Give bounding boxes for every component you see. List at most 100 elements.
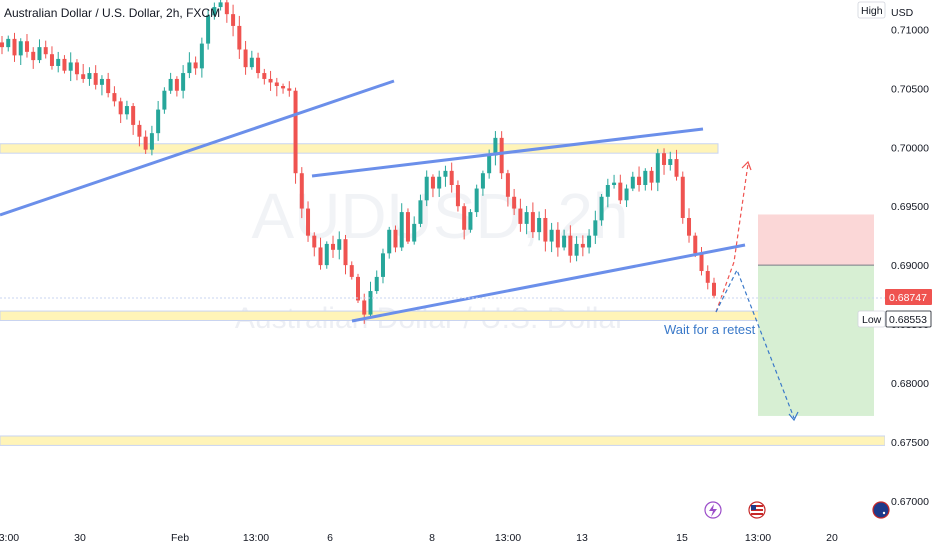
low-marker-label: Low [862, 314, 882, 326]
time-tick-label: 30 [74, 532, 86, 544]
candle-body [412, 223, 417, 242]
candle-body [212, 7, 217, 16]
candle-body [599, 196, 604, 221]
price-tick-label: 0.68000 [891, 378, 929, 390]
high-marker [857, 1, 886, 19]
candle-body [218, 2, 223, 8]
candle-body [643, 170, 648, 185]
trendline-channel-bottom[interactable] [351, 243, 746, 323]
candle-body [6, 38, 11, 48]
time-tick-label: 20 [826, 532, 838, 544]
candle-body [543, 217, 548, 242]
candle-body [299, 173, 304, 209]
stop-loss-area[interactable] [758, 214, 874, 266]
time-tick-label: 13:00 [0, 532, 19, 544]
candle-body [206, 15, 211, 44]
price-axis-currency: USD [891, 7, 914, 19]
candle-body [443, 170, 448, 177]
price-tick-label: 0.67500 [891, 437, 929, 449]
candle-body [18, 41, 23, 56]
candle-body [137, 124, 142, 137]
candle-body [418, 200, 423, 224]
lightning-icon[interactable] [704, 501, 722, 519]
candle-body [487, 155, 492, 174]
take-profit-area[interactable] [758, 265, 874, 416]
candle-body [393, 229, 398, 248]
candle-body [518, 208, 523, 224]
trendlines[interactable] [0, 79, 746, 323]
us-flag-icon[interactable] [748, 501, 766, 519]
candle-body [368, 291, 373, 315]
price-axis-background [885, 0, 932, 522]
candle-body [12, 38, 17, 56]
candle-body [612, 182, 617, 185]
candle-body [349, 265, 354, 277]
candle-body [512, 196, 517, 209]
candle-body [337, 239, 342, 250]
event-icons[interactable] [704, 501, 890, 519]
candle-body [668, 159, 673, 165]
candle-body [462, 206, 467, 230]
candle-body [374, 276, 379, 292]
time-axis-ticks: 13:00 30 Feb 13:00 6 8 13:00 13 15 13:00 20 [0, 532, 838, 544]
price-tick-label: 0.70500 [891, 83, 929, 95]
candle-body [387, 229, 392, 254]
candle-body [562, 235, 567, 248]
candle-body [505, 173, 510, 197]
candle-body [256, 57, 261, 74]
price-axis[interactable]: USD 0.71000 0.70500 0.70000 0.69500 0.69000 0… [857, 0, 932, 522]
candle-body [649, 170, 654, 183]
time-tick-label: 15 [676, 532, 688, 544]
trendline-channel-top[interactable] [311, 127, 704, 178]
key-level-zone[interactable] [0, 143, 719, 154]
low-price-tag [885, 310, 932, 328]
candle-body [274, 82, 279, 87]
candle-body [499, 137, 504, 174]
candle-body [162, 90, 167, 110]
candlestick-series [0, 0, 716, 324]
candle-body [249, 57, 254, 68]
candle-body [655, 153, 660, 183]
candle-body [474, 188, 479, 213]
low-price-tag-label: 0.68553 [889, 314, 927, 326]
candle-body [430, 176, 435, 189]
short-position-tool[interactable] [758, 214, 874, 416]
candle-body [624, 188, 629, 201]
candle-body [380, 253, 385, 277]
key-level-zone[interactable] [0, 435, 886, 446]
candle-body [293, 90, 298, 174]
candle-body [31, 51, 36, 61]
candle-body [193, 62, 198, 69]
annotation-wait-for-retest[interactable]: Wait for a retest [664, 322, 756, 337]
time-tick-label: 13:00 [243, 532, 269, 544]
time-axis[interactable]: 13:00 30 Feb 13:00 6 8 13:00 13 15 13:00 20 [0, 522, 932, 550]
candle-body [674, 159, 679, 177]
candle-body [712, 282, 716, 296]
candle-body [405, 212, 410, 242]
price-tick-label: 0.71000 [891, 24, 929, 36]
candle-body [343, 239, 348, 266]
candle-body [693, 235, 698, 254]
candle-body [143, 136, 148, 150]
candle-body [524, 212, 529, 224]
candle-body [74, 62, 79, 75]
candle-body [680, 176, 685, 218]
candle-body [37, 47, 42, 61]
candle-body [124, 106, 129, 115]
candle-body [324, 243, 329, 266]
candle-body [455, 184, 460, 207]
candle-body [24, 41, 29, 52]
candle-body [468, 212, 473, 230]
candle-body [618, 182, 623, 201]
price-tick-label: 0.69500 [891, 201, 929, 213]
candle-body [243, 49, 248, 68]
candle-body [637, 176, 642, 185]
candle-body [662, 153, 667, 165]
projection-bullish-arrowhead [741, 160, 752, 171]
candle-body [605, 184, 610, 197]
au-flag-icon[interactable] [872, 501, 890, 519]
candle-body [287, 88, 292, 91]
candle-body [530, 212, 535, 233]
trendline-support-left[interactable] [0, 79, 395, 217]
